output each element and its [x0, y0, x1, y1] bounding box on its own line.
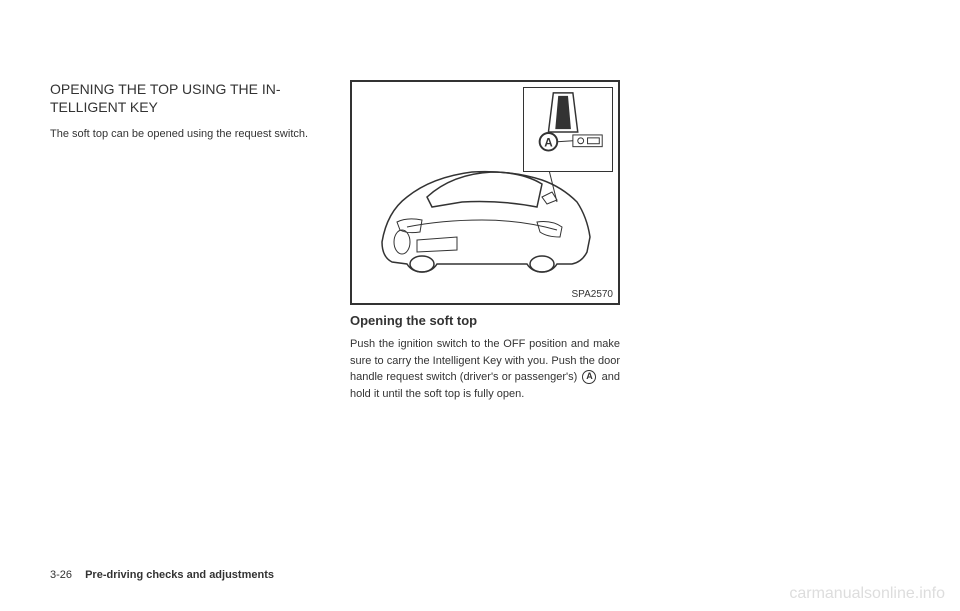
subsection-heading: Opening the soft top — [350, 313, 620, 328]
footer-section-title: Pre-driving checks and adjustments — [85, 569, 274, 581]
inset-detail: A — [523, 87, 613, 172]
right-column — [640, 80, 910, 402]
reference-marker-a: A — [582, 370, 596, 384]
left-column: OPENING THE TOP USING THE IN-TELLIGENT K… — [50, 80, 320, 402]
watermark: carmanualsonline.info — [789, 585, 945, 603]
figure-illustration: A SPA2570 — [350, 80, 620, 305]
body-paragraph: Push the ignition switch to the OFF posi… — [350, 336, 620, 402]
page-footer: 3-26 Pre-driving checks and adjustments — [50, 569, 274, 581]
page-content: OPENING THE TOP USING THE IN-TELLIGENT K… — [50, 80, 910, 402]
body-paragraph: The soft top can be opened using the req… — [50, 126, 320, 143]
body-text-part1: Push the ignition switch to the OFF posi… — [350, 338, 620, 383]
door-handle-detail: A — [524, 88, 612, 171]
middle-column: A SPA2570 Opening the soft top Push the … — [350, 80, 620, 402]
page-number: 3-26 — [50, 569, 72, 581]
figure-code: SPA2570 — [571, 289, 613, 300]
svg-text:A: A — [544, 137, 553, 150]
section-heading: OPENING THE TOP USING THE IN-TELLIGENT K… — [50, 80, 320, 116]
